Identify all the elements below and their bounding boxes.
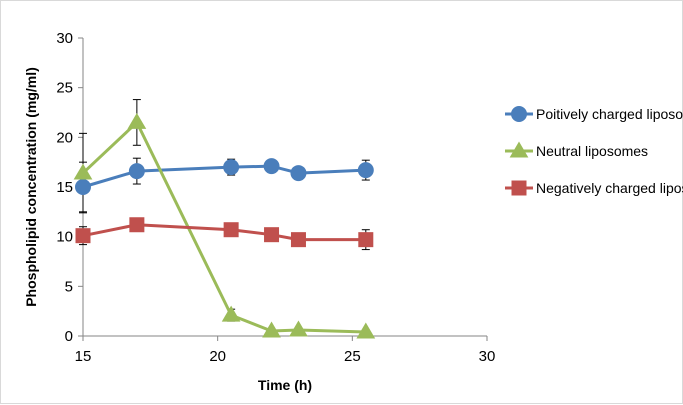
y-tick-label: 10 <box>56 229 73 246</box>
y-tick-label: 20 <box>56 129 73 146</box>
data-point-triangle <box>73 163 93 180</box>
x-tick-label: 25 <box>344 348 361 365</box>
data-markers <box>73 112 376 339</box>
data-point-triangle <box>127 112 147 129</box>
series-line-circle <box>82 164 366 189</box>
data-point-triangle <box>356 322 376 339</box>
x-axis-title: Time (h) <box>258 377 312 393</box>
data-point-square <box>358 232 374 248</box>
data-point-square <box>129 217 145 233</box>
data-point-circle <box>75 179 91 195</box>
data-point-circle <box>263 158 280 175</box>
legend: Poitively charged liposomes Neutral lipos… <box>505 106 683 196</box>
legend-label: Neutral liposomes <box>536 143 648 159</box>
data-point-triangle <box>221 305 241 322</box>
x-tick-label: 15 <box>75 348 92 365</box>
legend-swatch-triangle <box>509 141 529 158</box>
data-point-square <box>290 232 306 248</box>
x-tick-label: 20 <box>209 348 226 365</box>
y-tick-label: 30 <box>56 30 73 47</box>
series-lines <box>81 120 366 334</box>
data-point-circle <box>357 162 374 179</box>
y-tick-label: 25 <box>56 80 73 97</box>
legend-swatch-square <box>511 180 527 196</box>
data-point-circle <box>290 165 307 182</box>
legend-label: Poitively charged liposomes <box>536 106 683 122</box>
legend-swatch-circle <box>511 106 527 122</box>
series-line-triangle <box>81 120 366 334</box>
data-point-square <box>223 222 239 238</box>
y-tick-label: 5 <box>65 278 73 295</box>
data-point-circle <box>128 163 145 180</box>
data-point-triangle <box>262 321 281 338</box>
y-tick-label: 15 <box>56 179 73 196</box>
y-tick-label: 0 <box>65 328 73 345</box>
data-point-triangle <box>289 320 308 337</box>
x-tick-label: 30 <box>479 348 496 365</box>
data-point-square <box>264 227 280 243</box>
axis-labels: Time (h) Phospholipid concentration (mg/… <box>23 67 312 393</box>
data-point-circle <box>223 159 240 176</box>
series-line-square <box>82 223 366 242</box>
data-point-square <box>75 228 91 244</box>
y-axis-title: Phospholipid concentration (mg/ml) <box>23 67 39 307</box>
axes: 0 5 10 15 20 25 30 15 20 25 30 <box>56 30 495 365</box>
legend-label: Negatively charged liposomes <box>536 180 683 196</box>
